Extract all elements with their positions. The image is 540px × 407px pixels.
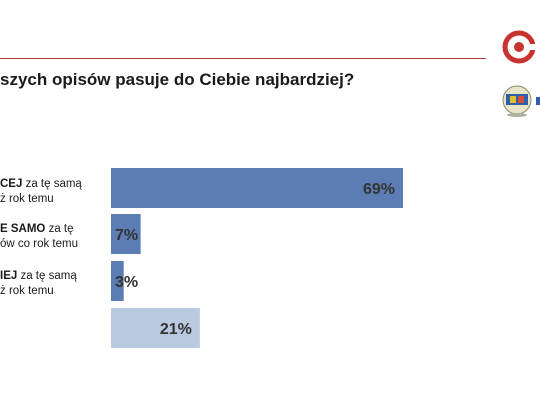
emblem-globe-icon [502,85,540,117]
bar-4 [111,308,200,348]
category-label-2: E SAMO za tę ów co rok temu [0,223,78,250]
bar-value-label-2: 7% [115,227,138,244]
top-divider [0,58,486,59]
category-label-1: CEJ za tę samą ż rok temu [0,178,82,205]
category-label-3: IEJ za tę samą ż rok temu [0,270,77,297]
bar-1 [111,168,403,208]
bar-value-label-1: 69% [363,181,395,198]
bar-2 [111,214,141,254]
logo-ring-icon [502,30,536,64]
bar-3 [111,261,124,301]
bar-value-label-4: 21% [160,321,192,338]
page-title: szych opisów pasuje do Ciebie najbardzie… [0,70,355,89]
bar-value-label-3: 3% [115,274,138,291]
